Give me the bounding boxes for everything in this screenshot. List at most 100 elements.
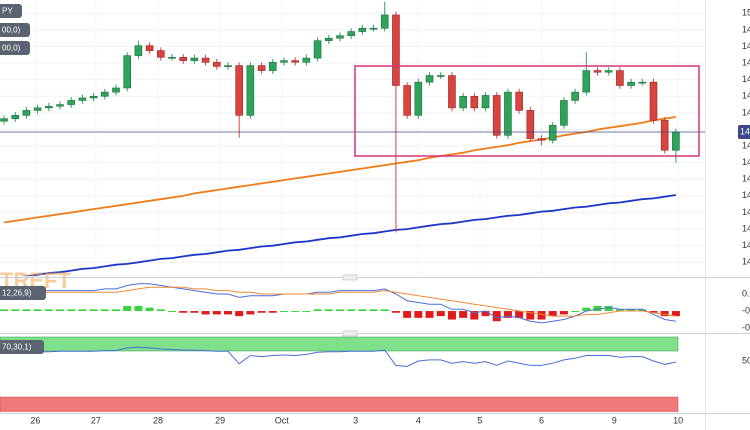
- x-tick-label: 27: [91, 415, 101, 425]
- candle-body: [526, 110, 535, 139]
- main-panel: [0, 0, 705, 276]
- candle-body: [112, 87, 120, 93]
- candle-body: [459, 95, 467, 109]
- candle-body: [537, 138, 546, 141]
- candle-body: [268, 61, 277, 71]
- macd-histogram-bar: [0, 309, 9, 312]
- macd-histogram-bar: [67, 309, 76, 312]
- macd-histogram-bar: [167, 311, 176, 313]
- macd-histogram-bar: [503, 311, 512, 318]
- macd-histogram-bar: [44, 309, 53, 312]
- y-tick-label: 15: [742, 8, 750, 18]
- macd-histogram-bar: [89, 309, 98, 312]
- candle-body: [672, 131, 680, 151]
- candle-body: [224, 65, 232, 67]
- x-tick-label: 6: [539, 415, 544, 425]
- candle-body: [67, 100, 76, 105]
- candle-body: [145, 45, 154, 51]
- legend-pill[interactable]: [0, 23, 30, 37]
- y-tick-label: 14: [742, 157, 750, 167]
- macd-histogram-bar: [179, 311, 188, 313]
- macd-histogram-bar: [649, 311, 658, 313]
- macd-histogram-bar: [526, 311, 535, 320]
- y-tick-label: 14: [742, 257, 750, 267]
- macd-histogram-bar: [324, 309, 333, 312]
- macd-histogram-bar: [190, 311, 199, 313]
- macd-histogram-bar: [391, 311, 400, 313]
- candle-body: [134, 45, 143, 56]
- macd-histogram-bar: [56, 309, 65, 312]
- x-tick-label: 28: [153, 415, 163, 425]
- candle-body: [168, 56, 176, 59]
- macd-histogram-bar: [246, 311, 255, 315]
- y-tick-label: 14: [742, 223, 750, 233]
- candle-body: [515, 91, 523, 111]
- y-tick-label: 14: [742, 190, 750, 200]
- macd-histogram-bar: [459, 311, 468, 318]
- macd-label: 12,26,9): [2, 289, 32, 298]
- legend-pill[interactable]: [0, 286, 46, 300]
- macd-histogram-bar: [537, 311, 546, 320]
- moving-average: [3, 116, 677, 224]
- macd-histogram-bar: [358, 309, 367, 312]
- macd-histogram-bar: [33, 309, 42, 312]
- macd-histogram-bar: [156, 309, 165, 312]
- macd-histogram-bar: [100, 309, 109, 312]
- x-tick-label: 26: [30, 415, 40, 425]
- y-tick-label: 14: [742, 140, 750, 150]
- macd-line: [4, 286, 676, 317]
- y-tick-label: 14: [742, 207, 750, 217]
- x-tick-label: 9: [612, 415, 617, 425]
- candle-body: [313, 40, 322, 59]
- macd-histogram-bar: [571, 311, 580, 313]
- candle-body: [638, 81, 647, 84]
- candle-body: [593, 70, 602, 73]
- legend-pill[interactable]: [0, 340, 44, 354]
- macd-histogram-bar: [671, 311, 680, 317]
- candle-body: [22, 110, 31, 116]
- candle-body: [101, 91, 109, 97]
- macd-histogram-bar: [470, 311, 479, 320]
- legend-label: PY: [2, 7, 13, 16]
- y-tick-label: 14: [742, 91, 750, 101]
- price-tag: [738, 124, 750, 139]
- candle-body: [291, 60, 299, 63]
- x-tick-label: 3: [353, 415, 358, 425]
- candle-body: [448, 75, 456, 109]
- legend: PY 00,0) 00,0) 12,26,9) 70,30,1): [0, 4, 46, 354]
- macd-histogram-bar: [447, 311, 456, 320]
- rsi-overbought-band: [0, 336, 679, 352]
- candle-body: [436, 75, 445, 77]
- x-tick-label: 4: [416, 415, 421, 425]
- macd-histogram-bar: [123, 305, 132, 312]
- candle-body: [403, 85, 411, 116]
- candle-body: [246, 65, 255, 116]
- legend-pill[interactable]: [0, 4, 22, 18]
- candle-body: [470, 95, 479, 109]
- candle-body: [649, 81, 658, 121]
- candle-body: [627, 81, 635, 86]
- resize-grip[interactable]: [342, 330, 358, 337]
- candle-body: [571, 91, 579, 101]
- macd-histogram-bar: [22, 309, 31, 312]
- resize-grip[interactable]: [342, 274, 358, 281]
- candle-body: [560, 100, 568, 126]
- macd-histogram-bar: [268, 311, 277, 313]
- legend-pill[interactable]: [0, 41, 30, 55]
- candle-body: [56, 104, 64, 107]
- macd-histogram-bar: [369, 309, 378, 312]
- macd-histogram-bar: [481, 311, 490, 317]
- legend-label: 00,0): [2, 44, 21, 53]
- rsi-label: 70,30,1): [2, 343, 32, 352]
- macd-histogram-bar: [436, 311, 445, 317]
- macd-histogram-bar: [414, 311, 423, 318]
- x-tick-label: 10: [673, 415, 683, 425]
- y-tick-label: -0: [742, 322, 750, 332]
- candle-body: [392, 14, 400, 86]
- macd-histogram-bar: [347, 309, 356, 312]
- y-tick-label: 50: [742, 355, 750, 365]
- y-tick-label: 14: [742, 24, 750, 34]
- candle-body: [616, 70, 624, 86]
